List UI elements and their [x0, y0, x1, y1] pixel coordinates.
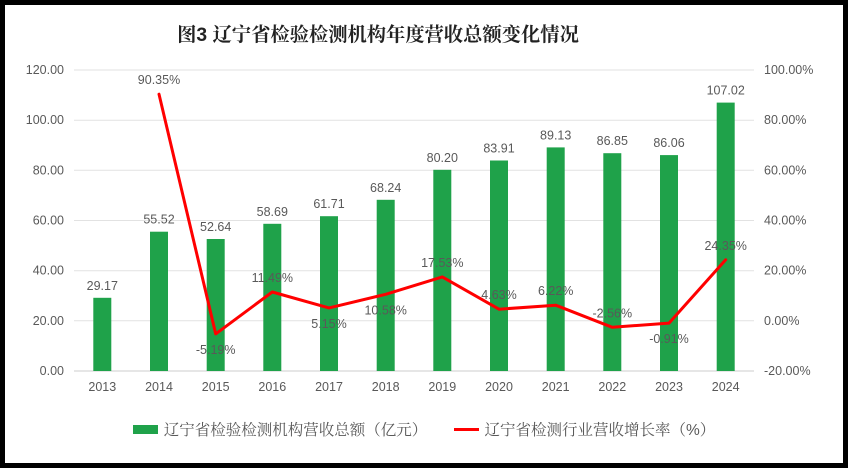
svg-text:2023: 2023 [655, 380, 683, 394]
svg-text:2015: 2015 [202, 380, 230, 394]
svg-text:2013: 2013 [88, 380, 116, 394]
svg-text:80.00: 80.00 [33, 163, 64, 177]
svg-text:40.00: 40.00 [33, 264, 64, 278]
svg-text:107.02: 107.02 [707, 84, 745, 98]
svg-text:120.00: 120.00 [26, 63, 64, 77]
svg-text:29.17: 29.17 [87, 279, 118, 293]
svg-text:83.91: 83.91 [483, 142, 514, 156]
svg-text:2022: 2022 [598, 380, 626, 394]
svg-text:2021: 2021 [542, 380, 570, 394]
svg-text:2016: 2016 [258, 380, 286, 394]
svg-text:6.22%: 6.22% [538, 284, 573, 298]
svg-text:20.00: 20.00 [33, 314, 64, 328]
svg-text:80.00%: 80.00% [764, 113, 806, 127]
svg-text:100.00: 100.00 [26, 113, 64, 127]
svg-text:-20.00%: -20.00% [764, 364, 811, 378]
svg-text:90.35%: 90.35% [138, 73, 180, 87]
svg-text:5.15%: 5.15% [311, 317, 346, 331]
svg-text:86.06: 86.06 [653, 136, 684, 150]
svg-text:68.24: 68.24 [370, 181, 401, 195]
svg-text:80.20: 80.20 [427, 151, 458, 165]
svg-text:-5.19%: -5.19% [196, 343, 236, 357]
svg-text:89.13: 89.13 [540, 128, 571, 142]
svg-text:11.49%: 11.49% [252, 271, 293, 285]
svg-text:0.00%: 0.00% [764, 314, 799, 328]
svg-text:61.71: 61.71 [313, 197, 344, 211]
svg-text:55.52: 55.52 [143, 213, 174, 227]
svg-text:-0.91%: -0.91% [649, 332, 689, 346]
svg-text:86.85: 86.85 [597, 134, 628, 148]
svg-text:2018: 2018 [372, 380, 400, 394]
svg-text:100.00%: 100.00% [764, 63, 813, 77]
svg-text:0.00: 0.00 [40, 364, 64, 378]
svg-text:2020: 2020 [485, 380, 513, 394]
svg-text:2024: 2024 [712, 380, 740, 394]
svg-text:10.58%: 10.58% [364, 303, 406, 317]
svg-text:2019: 2019 [428, 380, 456, 394]
svg-text:60.00%: 60.00% [764, 163, 806, 177]
svg-text:24.35%: 24.35% [704, 239, 746, 253]
svg-text:2017: 2017 [315, 380, 343, 394]
svg-text:20.00%: 20.00% [764, 264, 806, 278]
svg-text:52.64: 52.64 [200, 220, 231, 234]
svg-text:2014: 2014 [145, 380, 173, 394]
svg-text:17.53%: 17.53% [421, 256, 463, 270]
svg-text:4.63%: 4.63% [481, 288, 516, 302]
svg-text:60.00: 60.00 [33, 214, 64, 228]
svg-text:-2.56%: -2.56% [592, 306, 632, 320]
svg-text:58.69: 58.69 [257, 205, 288, 219]
svg-text:40.00%: 40.00% [764, 214, 806, 228]
